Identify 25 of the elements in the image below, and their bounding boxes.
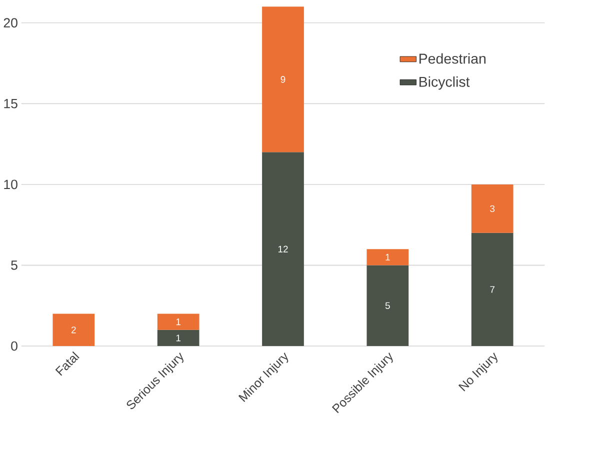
bar (471, 232, 514, 346)
bar (262, 6, 304, 152)
bar (262, 152, 304, 346)
data-label: 1 (176, 318, 181, 326)
bar (157, 330, 200, 346)
bar (52, 314, 95, 346)
data-label: 2 (71, 326, 76, 334)
y-tick-label: 20 (4, 18, 18, 28)
data-label: 1 (386, 254, 390, 260)
bar (366, 249, 409, 266)
data-label: 12 (278, 246, 288, 252)
y-tick-label: 0 (11, 341, 18, 351)
data-label: 9 (280, 76, 286, 83)
bar (157, 314, 200, 330)
data-label: 3 (490, 205, 495, 212)
bar (471, 184, 514, 233)
y-tick-label: 5 (11, 260, 18, 270)
data-label: 1 (176, 334, 181, 342)
data-label: 5 (385, 302, 390, 309)
y-tick-label: 10 (4, 180, 18, 190)
legend-label: Bicyclist (420, 76, 470, 90)
y-tick-label: 15 (4, 99, 18, 108)
bar (366, 265, 409, 346)
data-label: 7 (490, 286, 495, 293)
legend-label: Pedestrian (420, 53, 486, 64)
